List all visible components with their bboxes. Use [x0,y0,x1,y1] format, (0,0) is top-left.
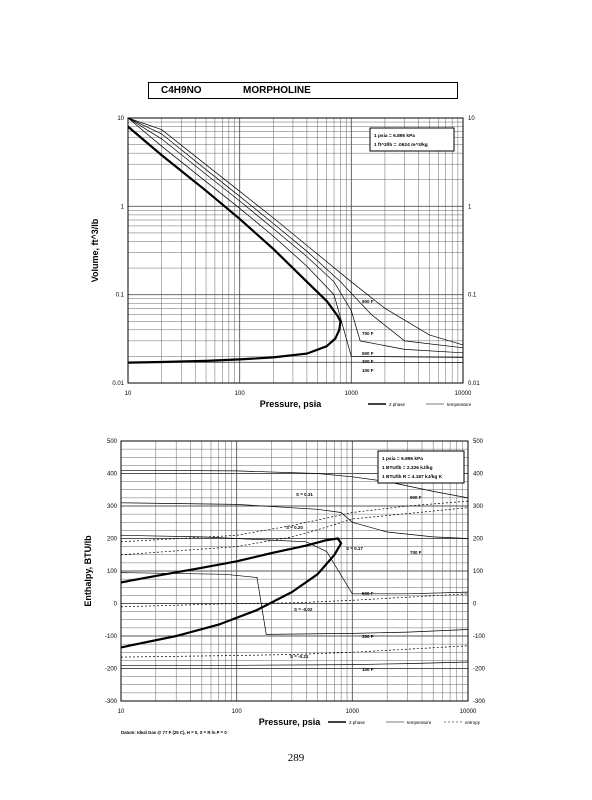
y-tick-label: 0 [114,602,118,608]
conversion-text: 1 psia = 6.895 kPa [382,456,423,462]
y-tick-label-right: 200 [473,537,484,543]
x-tick-label: 10000 [460,709,477,715]
curve-annotation: S = 0.31 [296,492,313,497]
curve-annotation: S = -0.21 [290,654,309,659]
x-axis-label: Pressure, psia [259,717,322,727]
y-axis-label: Enthalpy, BTU/lb [83,535,93,607]
y-tick-label-right: 1 [468,204,472,210]
y-tick-label: 300 [107,504,118,510]
curve-annotation: 500 F [362,351,374,356]
series-900-f [120,469,469,499]
y-tick-label: 0.1 [116,293,125,299]
x-tick-label: 10000 [455,391,472,397]
curve-annotation: 900 F [362,299,374,304]
x-tick-label: 100 [232,709,243,715]
y-tick-label-right: 0.01 [468,381,480,387]
series-500-f [127,117,464,354]
curve-annotation: 300 F [362,634,374,639]
curve-annotation: 100 F [362,667,374,672]
y-tick-label-right: 300 [473,504,484,510]
series-two-phase [120,537,343,649]
conversion-box [377,450,465,484]
legend-label: entropy [465,720,481,725]
x-tick-label: 1000 [346,709,360,715]
curve-annotation: 700 F [410,550,422,555]
y-tick-label-right: 500 [473,439,484,445]
y-tick-label-right: -300 [473,699,486,705]
curve-annotation: S = -0.02 [294,607,313,612]
x-tick-label: 1000 [345,391,359,397]
series-300-f [120,572,469,635]
y-tick-label-right: 100 [473,569,484,575]
chart-2: 10 100 1000 10000-300-200-10001002003004005… [83,439,486,735]
curve-annotation: 900 F [410,495,422,500]
series-s-0-31 [120,500,469,543]
y-tick-label-right: -200 [473,667,486,673]
plot-frame [120,440,469,702]
conversion-text: 1 BTU/lb R = 4.187 kJ/kg K [382,474,443,480]
y-tick-label: -100 [105,634,118,640]
conversion-text: 1 psia = 6.895 kPa [374,133,415,139]
curve-annotation: 100 F [362,368,374,373]
datum-footnote: Datum: Ideal Gas @ 77 F (25 C), H = 0, S… [121,730,227,735]
legend-label: 2 phase [389,402,406,407]
series-500-f [120,534,469,595]
legend-label: 2 phase [349,720,366,725]
chemical-formula: C4H9NO [161,85,202,96]
y-tick-label-right: -100 [473,634,486,640]
y-tick-label: 400 [107,472,118,478]
curve-annotation: 300 F [362,359,374,364]
series-two-phase [127,125,342,364]
curve-annotation: 700 F [362,331,374,336]
series-s-0-21 [120,645,469,658]
x-tick-label: 10 [125,391,132,397]
y-tick-label-right: 0 [473,602,477,608]
y-tick-label: 10 [117,116,124,122]
page-number: 289 [287,752,305,764]
grid [127,118,463,384]
conversion-text: 1 ft^3/lb = .0624 m^3/kg [374,142,428,148]
chart-1: 10 100 1000 100000.010.11100.010.1110Pressu… [90,116,480,409]
y-tick-label: -200 [105,667,118,673]
legend-label: temperature [407,720,432,725]
series-900-f [127,117,464,346]
y-tick-label: 200 [107,537,118,543]
conversion-text: 1 BTU/lb = 2.326 kJ/kg [382,465,433,471]
y-tick-label: 1 [121,204,125,210]
x-axis-label: Pressure, psia [260,399,323,409]
series-700-f [127,117,464,349]
y-tick-label: 100 [107,569,118,575]
y-tick-label-right: 10 [468,116,475,122]
y-tick-label: 0.01 [112,381,124,387]
plot-frame [127,117,464,384]
y-tick-label: 500 [107,439,118,445]
x-tick-label: 100 [235,391,246,397]
series-300-f [127,117,464,358]
curve-annotation: 500 F [362,591,374,596]
x-tick-label: 10 [118,709,125,715]
y-tick-label: -300 [105,699,118,705]
y-tick-label-right: 400 [473,472,484,478]
series-700-f [120,502,469,539]
y-axis-label: Volume, ft^3/lb [90,218,100,282]
series-100-f [121,661,469,666]
chart-title-box: C4H9NO MORPHOLINE [148,82,458,99]
conversion-box [369,127,455,152]
y-tick-label-right: 0.1 [468,293,477,299]
curve-annotation: S = 0.17 [346,546,363,551]
series-s-0-20 [120,507,469,556]
chemical-name: MORPHOLINE [243,85,311,96]
curve-annotation: S = 0.20 [286,525,303,530]
series-s-0-02 [120,593,469,608]
legend-label: temperature [447,402,472,407]
